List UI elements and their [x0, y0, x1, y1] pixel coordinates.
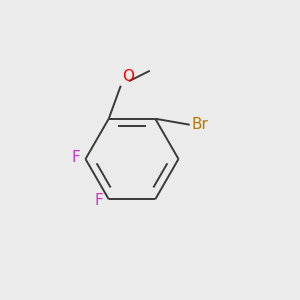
Text: F: F — [94, 193, 103, 208]
Text: F: F — [71, 150, 80, 165]
Text: Br: Br — [191, 117, 208, 132]
Text: O: O — [122, 69, 134, 84]
